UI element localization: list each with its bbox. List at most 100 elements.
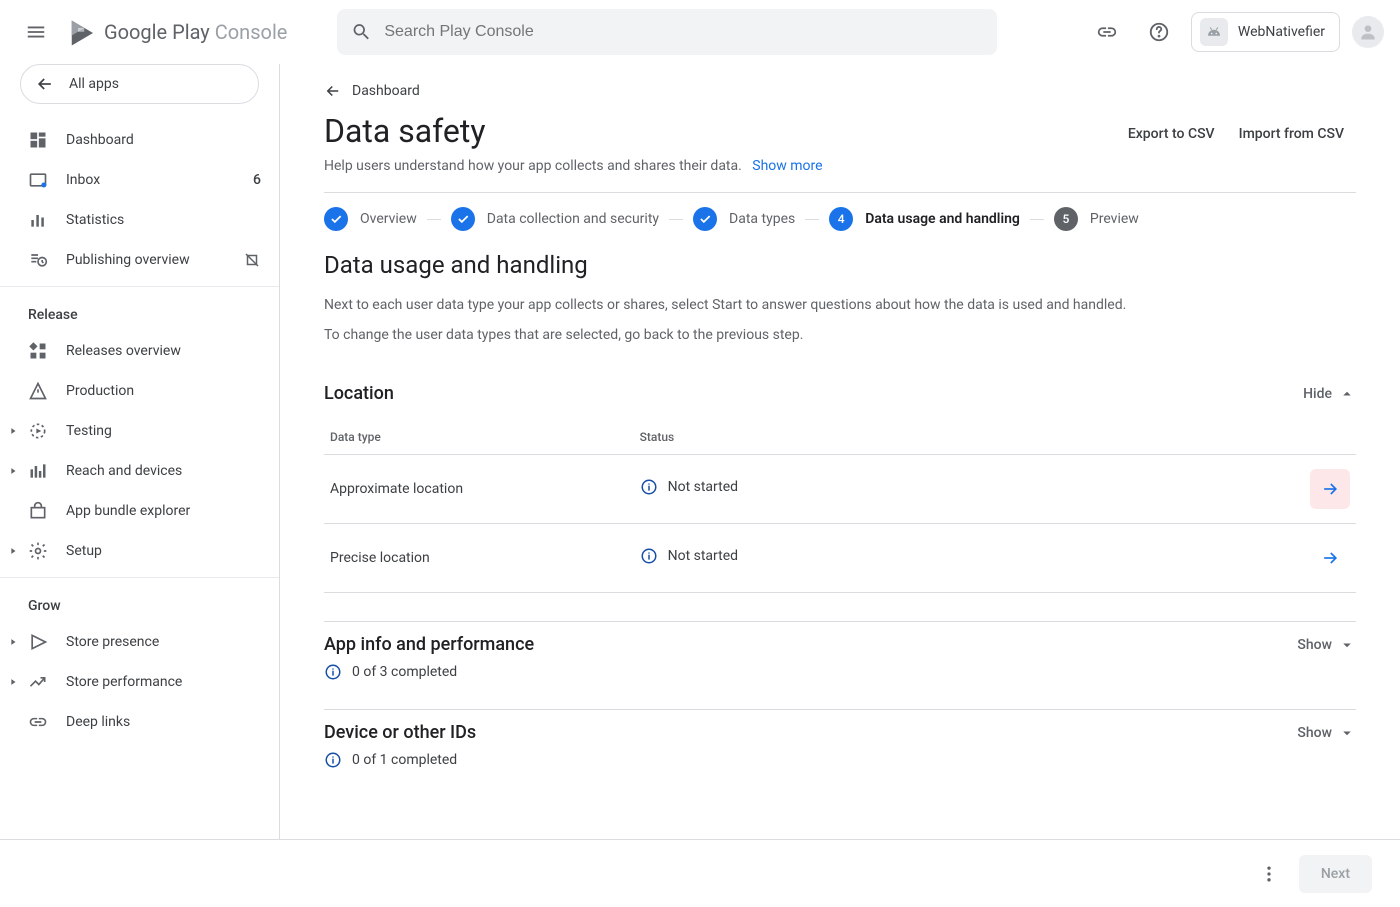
sidebar-item-statistics[interactable]: Statistics (0, 200, 279, 240)
sidebar-item-dashboard[interactable]: Dashboard (0, 120, 279, 160)
col-data-type: Data type (324, 420, 634, 455)
expand-icon (8, 426, 18, 436)
arrow-right-icon (1320, 548, 1340, 568)
more-button[interactable] (1249, 854, 1289, 894)
check-icon (456, 212, 470, 226)
step-data-types[interactable]: Data types (693, 207, 795, 231)
sidebar-item-inbox[interactable]: Inbox 6 (0, 160, 279, 200)
info-icon (640, 478, 658, 496)
account-avatar[interactable] (1352, 16, 1384, 48)
sidebar-item-publishing-overview[interactable]: Publishing overview (0, 240, 279, 280)
start-row-button[interactable] (1310, 469, 1350, 509)
sidebar-item-app-bundle[interactable]: App bundle explorer (0, 491, 279, 531)
android-icon (1200, 18, 1228, 46)
import-csv-button[interactable]: Import from CSV (1227, 118, 1356, 150)
inbox-badge: 6 (253, 172, 261, 188)
footer-bar: Next (0, 839, 1400, 907)
app-name: WebNativefier (1238, 24, 1325, 40)
toggle-show-deviceids[interactable]: Show (1297, 724, 1356, 742)
row-status: Not started (668, 479, 738, 495)
chevron-down-icon (1338, 636, 1356, 654)
sidebar-item-reach-devices[interactable]: Reach and devices (0, 451, 279, 491)
check-icon (329, 212, 343, 226)
link-icon (1096, 21, 1118, 43)
group-progress: 0 of 1 completed (352, 752, 457, 768)
inbox-icon (28, 170, 48, 190)
stats-icon (28, 210, 48, 230)
sidebar-item-store-presence[interactable]: Store presence (0, 622, 279, 662)
section-title: Data usage and handling (324, 251, 1356, 279)
product-logo[interactable]: Google Play Console (68, 18, 287, 46)
publishing-off-icon (243, 251, 261, 269)
page-title: Data safety (324, 112, 485, 150)
info-icon (640, 547, 658, 565)
breadcrumb-back[interactable]: Dashboard (324, 82, 420, 100)
all-apps-button[interactable]: All apps (20, 64, 259, 104)
group-progress: 0 of 3 completed (352, 664, 457, 680)
sidebar-item-testing[interactable]: Testing (0, 411, 279, 451)
app-switcher[interactable]: WebNativefier (1191, 12, 1340, 52)
info-icon (324, 663, 342, 681)
group-title-deviceids: Device or other IDs (324, 722, 476, 743)
sidebar-heading-grow: Grow (0, 584, 279, 622)
step-data-collection[interactable]: Data collection and security (451, 207, 659, 231)
location-table: Data type Status Approximate location No… (324, 420, 1356, 593)
play-logo-icon (68, 18, 96, 46)
menu-button[interactable] (16, 12, 56, 52)
chevron-up-icon (1338, 385, 1356, 403)
sidebar-item-production[interactable]: Production (0, 371, 279, 411)
start-row-button[interactable] (1310, 538, 1350, 578)
sidebar-item-releases-overview[interactable]: Releases overview (0, 331, 279, 371)
person-icon (1358, 22, 1378, 42)
menu-icon (25, 21, 47, 43)
next-button[interactable]: Next (1299, 855, 1372, 893)
section-para-2: To change the user data types that are s… (324, 327, 1356, 343)
search-input[interactable] (382, 22, 983, 42)
export-csv-button[interactable]: Export to CSV (1116, 118, 1227, 150)
expand-icon (8, 677, 18, 687)
more-vert-icon (1259, 864, 1279, 884)
publishing-icon (28, 250, 48, 270)
expand-icon (8, 546, 18, 556)
product-logo-text: Google Play Console (104, 20, 287, 44)
link-button[interactable] (1087, 12, 1127, 52)
stepper: Overview Data collection and security Da… (324, 207, 1356, 231)
help-button[interactable] (1139, 12, 1179, 52)
step-data-usage[interactable]: 4 Data usage and handling (829, 207, 1020, 231)
arrow-left-icon (324, 82, 342, 100)
check-icon (698, 212, 712, 226)
page-content: Dashboard Data safety Export to CSV Impo… (280, 64, 1400, 907)
step-preview[interactable]: 5 Preview (1054, 207, 1139, 231)
row-status: Not started (668, 548, 738, 564)
expand-icon (8, 637, 18, 647)
toggle-show-appinfo[interactable]: Show (1297, 636, 1356, 654)
table-row: Precise location Not started (324, 524, 1356, 593)
arrow-left-icon (35, 74, 55, 94)
col-status: Status (634, 420, 1296, 455)
breadcrumb-label: Dashboard (352, 83, 420, 99)
sidebar: All apps Dashboard Inbox 6 Statistics Pu… (0, 64, 280, 907)
search-box[interactable] (337, 9, 997, 55)
deeplink-icon (28, 712, 48, 732)
chevron-down-icon (1338, 724, 1356, 742)
trend-icon (28, 672, 48, 692)
dashboard-icon (28, 130, 48, 150)
bundle-icon (28, 501, 48, 521)
sidebar-item-setup[interactable]: Setup (0, 531, 279, 571)
sidebar-item-deep-links[interactable]: Deep links (0, 702, 279, 742)
sidebar-item-store-performance[interactable]: Store performance (0, 662, 279, 702)
row-name: Approximate location (324, 455, 634, 524)
section-para-1: Next to each user data type your app col… (324, 297, 1356, 313)
store-icon (28, 632, 48, 652)
group-title-appinfo: App info and performance (324, 634, 534, 655)
production-icon (28, 381, 48, 401)
gear-icon (28, 541, 48, 561)
help-icon (1148, 21, 1170, 43)
row-name: Precise location (324, 524, 634, 593)
toggle-hide-location[interactable]: Hide (1303, 385, 1356, 403)
sidebar-heading-release: Release (0, 293, 279, 331)
table-row: Approximate location Not started (324, 455, 1356, 524)
step-overview[interactable]: Overview (324, 207, 417, 231)
releases-icon (28, 341, 48, 361)
show-more-link[interactable]: Show more (752, 158, 822, 174)
